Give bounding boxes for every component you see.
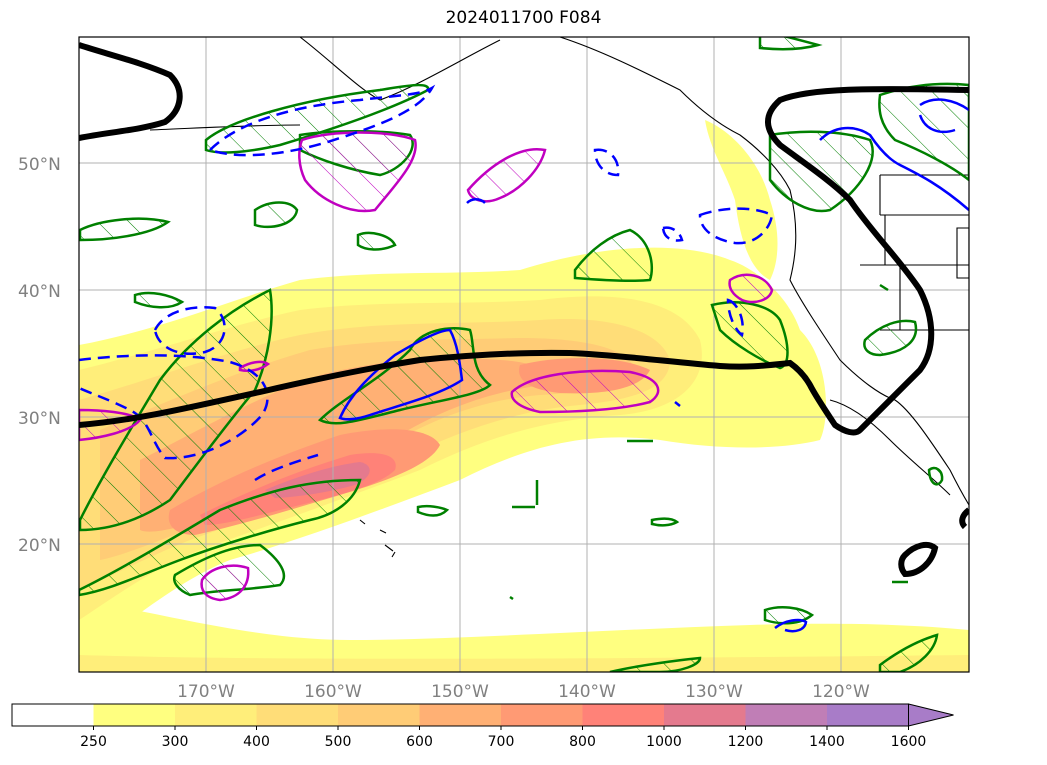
colorbar-segment bbox=[501, 704, 583, 726]
map-frame bbox=[78, 36, 970, 673]
lon-label-150w: 150°W bbox=[431, 682, 489, 702]
longitude-labels: 170°W 160°W 150°W 140°W 130°W 120°W bbox=[177, 682, 870, 702]
magenta-hatched-regions bbox=[79, 131, 774, 602]
lat-label-40: 40°N bbox=[18, 282, 61, 302]
lon-label-170w: 170°W bbox=[177, 682, 235, 702]
colorbar: 250 300 400 500 600 700 800 1000 1200 1400 1600 bbox=[11, 703, 954, 750]
lon-label-130w: 130°W bbox=[685, 682, 743, 702]
lon-label-140w: 140°W bbox=[558, 682, 616, 702]
colorbar-segment bbox=[338, 704, 420, 726]
colorbar-segment bbox=[93, 704, 176, 726]
colorbar-segment bbox=[745, 704, 828, 726]
colorbar-tick-label: 1400 bbox=[809, 734, 845, 750]
green-hatched-regions bbox=[79, 37, 969, 672]
lon-label-160w: 160°W bbox=[304, 682, 362, 702]
colorbar-segment bbox=[827, 704, 909, 726]
colorbar-tick-label: 1200 bbox=[728, 734, 764, 750]
lon-label-120w: 120°W bbox=[812, 682, 870, 702]
lat-label-50: 50°N bbox=[18, 155, 61, 175]
colorbar-tick-label: 400 bbox=[243, 734, 270, 750]
latitude-labels: 50°N 40°N 30°N 20°N bbox=[18, 155, 61, 556]
green-small-marks bbox=[509, 283, 908, 601]
colorbar-segment bbox=[582, 704, 665, 726]
colorbar-extend-arrow bbox=[908, 703, 954, 727]
colorbar-tick-label: 800 bbox=[569, 734, 596, 750]
colorbar-segment bbox=[12, 704, 94, 726]
colorbar-tick-label: 600 bbox=[406, 734, 433, 750]
colorbar-tick-label: 1000 bbox=[646, 734, 682, 750]
colorbar-tick-label: 300 bbox=[162, 734, 189, 750]
colorbar-segment bbox=[175, 704, 257, 726]
colorbar-outline bbox=[11, 703, 909, 727]
colorbar-segment bbox=[664, 704, 746, 726]
colorbar-tick-label: 700 bbox=[488, 734, 515, 750]
black-contours bbox=[79, 42, 969, 578]
lat-label-20: 20°N bbox=[18, 536, 61, 556]
colorbar-segment bbox=[419, 704, 502, 726]
blue-contours-dashed bbox=[79, 84, 774, 482]
ivt-250-coast bbox=[705, 120, 778, 280]
colorbar-tick-label: 250 bbox=[80, 734, 107, 750]
map-area bbox=[79, 37, 969, 672]
map-title: 2024011700 F084 bbox=[445, 8, 602, 28]
colorbar-tick-label: 500 bbox=[325, 734, 352, 750]
ivt-250-south bbox=[79, 600, 969, 672]
colorbar-tick-label: 1600 bbox=[891, 734, 927, 750]
colorbar-segment bbox=[256, 704, 339, 726]
ivt-300-south bbox=[79, 655, 969, 672]
lat-label-30: 30°N bbox=[18, 409, 61, 429]
graticule bbox=[79, 37, 969, 672]
